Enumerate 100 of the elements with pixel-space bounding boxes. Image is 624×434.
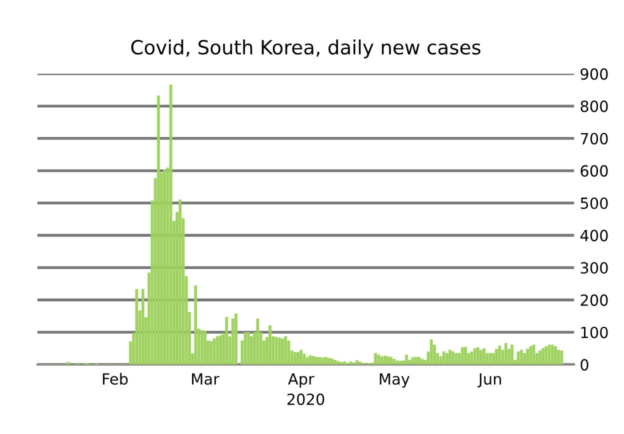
bar (396, 360, 399, 365)
bar (392, 358, 396, 365)
bar (200, 330, 204, 365)
bar (244, 332, 247, 365)
bar (281, 338, 284, 365)
bar (178, 200, 182, 365)
x-tick-label: Mar (192, 373, 220, 385)
bar (287, 340, 290, 365)
bar (560, 350, 564, 365)
y-tick-label: 0 (580, 359, 588, 371)
bar (284, 336, 288, 365)
bar (210, 341, 213, 365)
y-tick-label: 300 (580, 262, 608, 274)
bar (480, 350, 482, 365)
bar (557, 350, 560, 365)
bar (542, 348, 545, 365)
bar (328, 358, 330, 365)
bar (169, 84, 172, 365)
bar (219, 335, 222, 365)
x-tick-label: Jun (478, 373, 501, 388)
bar (296, 352, 300, 365)
bar (67, 362, 70, 365)
bar (504, 343, 508, 365)
bar (250, 336, 253, 365)
bar (312, 356, 315, 365)
bar (448, 350, 452, 365)
bar (529, 346, 532, 365)
bar (520, 350, 523, 365)
bar (418, 356, 420, 365)
bar (141, 289, 144, 365)
y-tick-label: 200 (580, 294, 608, 306)
bar (445, 353, 448, 365)
bar (482, 348, 486, 365)
bar (383, 356, 386, 365)
bar (430, 339, 433, 365)
bar (194, 286, 198, 365)
bar (234, 314, 238, 365)
bar (278, 338, 281, 365)
bar (473, 348, 476, 365)
bar (246, 332, 250, 365)
bar (420, 358, 424, 365)
bar (135, 289, 138, 365)
bar (488, 353, 492, 365)
bar (544, 346, 548, 365)
y-tick-label: 600 (580, 165, 608, 177)
bar (452, 351, 455, 365)
bar (293, 352, 296, 365)
bar (510, 344, 514, 365)
bar (516, 351, 520, 365)
bar (414, 356, 418, 365)
bar (340, 362, 343, 365)
bar (163, 170, 166, 365)
bar (302, 354, 306, 365)
bar (300, 350, 303, 365)
bar (321, 358, 324, 365)
bar (498, 346, 502, 365)
y-tick-label: 700 (580, 132, 608, 144)
bar (411, 357, 414, 365)
bar (548, 344, 551, 365)
bar (374, 353, 378, 365)
bar (308, 355, 312, 365)
bar (349, 361, 352, 365)
chart-title: Covid, South Korea, daily new cases (131, 40, 480, 58)
y-tick-label: 400 (580, 230, 608, 242)
y-tick-label: 500 (580, 197, 608, 210)
x-tick-label: Feb (102, 372, 128, 385)
bar (442, 351, 446, 365)
bar (405, 354, 408, 365)
bar (464, 346, 467, 365)
bar (554, 346, 557, 365)
bar (538, 350, 542, 365)
bar (550, 344, 554, 365)
bar (358, 362, 362, 365)
x-axis-title: 2020 (287, 394, 324, 406)
x-tick-label: Apr (288, 373, 314, 388)
y-tick-label: 800 (580, 100, 608, 112)
x-tick-label: May (380, 373, 410, 388)
bar (274, 336, 278, 365)
y-tick-label: 900 (580, 68, 608, 80)
bar (324, 356, 328, 365)
bar (330, 358, 334, 365)
y-tick-label: 100 (581, 326, 608, 338)
bar (225, 316, 228, 365)
bar (212, 338, 216, 365)
bar (495, 348, 498, 365)
bar (526, 348, 529, 365)
bar (306, 356, 309, 365)
bar (355, 360, 358, 365)
bar (380, 356, 384, 365)
bar (256, 318, 260, 365)
bar (216, 336, 219, 365)
bar (318, 356, 322, 365)
bar (334, 360, 337, 365)
bar (315, 356, 318, 365)
bar (156, 96, 160, 365)
bar (377, 354, 380, 365)
bar (390, 356, 393, 365)
bar (470, 351, 474, 365)
bar (454, 353, 458, 365)
bar (386, 356, 390, 365)
